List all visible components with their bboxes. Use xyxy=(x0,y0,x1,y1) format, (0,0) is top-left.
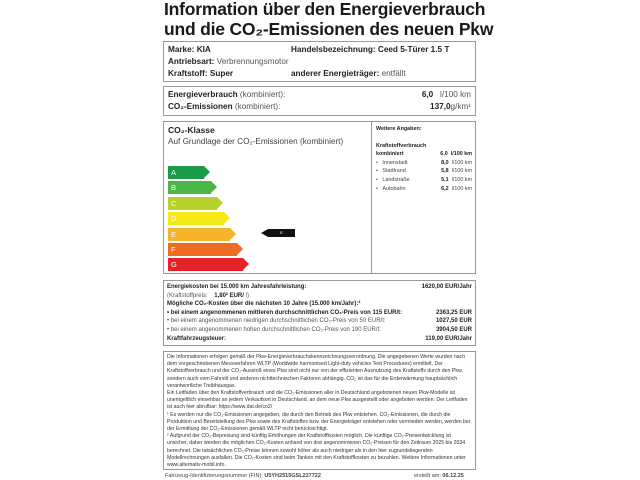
co2-class-e: E xyxy=(168,227,236,241)
co2-class-f: F xyxy=(168,243,242,256)
consumption-box: Energieverbrauch (kombiniert): 6,0 l/100 … xyxy=(163,86,476,116)
costs-box: Energiekosten bei 15.000 km Jahresfahrle… xyxy=(163,280,476,346)
co2-class-heading: CO₂-Klasse xyxy=(168,125,215,135)
legal-notes: Die Informationen erfolgen gemäß der Pkw… xyxy=(163,351,476,470)
consumption-item: • Stadtrand 5,8 l/100 km xyxy=(376,168,472,175)
co2-class-a: A xyxy=(168,166,210,179)
co2-class-c: C xyxy=(168,196,223,210)
further-info: Weitere Angaben: Kraftstoffverbrauch kom… xyxy=(376,126,472,192)
consumption-item: • Landstraße 5,1 l/100 km xyxy=(376,176,472,183)
page-title: Information über den Energieverbrauch und… xyxy=(164,0,494,39)
footer: Fahrzeug-Identifizierungsnummer (FIN): U… xyxy=(165,473,464,479)
vehicle-box: Marke: KIA Handelsbezeichnung: Ceed 5-Tür… xyxy=(163,41,476,82)
co2-class-g: G xyxy=(168,258,249,272)
current-class-indicator: E xyxy=(261,229,295,237)
co2-class-b: B xyxy=(168,181,216,195)
consumption-item: • Innenstadt 8,0 l/100 km xyxy=(376,159,472,166)
consumption-item: • Autobahn 6,2 l/100 km xyxy=(376,185,472,192)
co2-class-d: D xyxy=(168,212,229,226)
co2-class-box: CO₂-Klasse Auf Grundlage der CO₂-Emissio… xyxy=(163,121,476,274)
